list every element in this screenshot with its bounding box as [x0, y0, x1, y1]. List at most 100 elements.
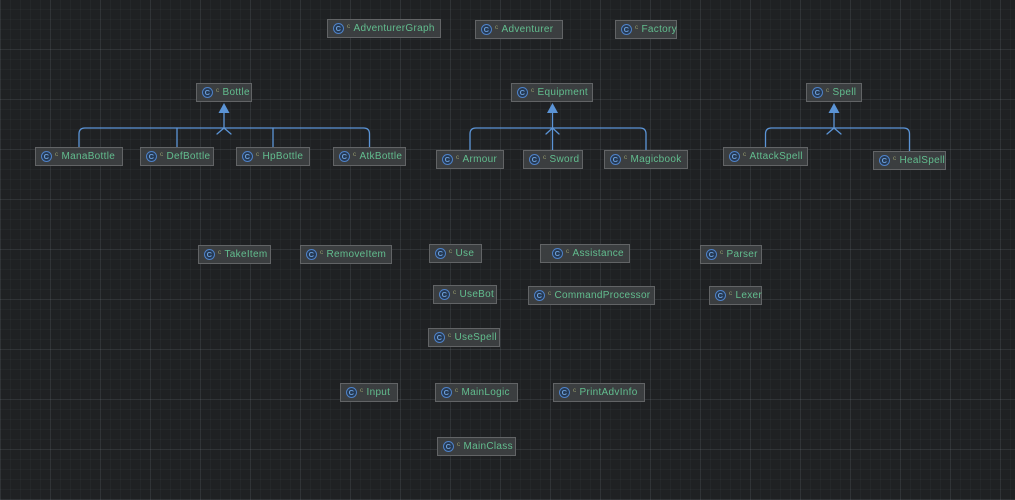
modifier-icon: ᶜ [449, 247, 453, 257]
class-icon: C [621, 24, 632, 35]
class-node-spell[interactable]: C ᶜ Spell [806, 83, 862, 102]
class-name-label: AtkBottle [359, 150, 403, 162]
class-icon: C [879, 155, 890, 166]
class-name-label: Lexer [735, 289, 763, 301]
class-name-label: Input [366, 386, 391, 398]
class-node-input[interactable]: C ᶜ Input [340, 383, 398, 402]
class-icon: C [346, 387, 357, 398]
class-name-label: HpBottle [262, 150, 304, 162]
modifier-icon: ᶜ [457, 440, 461, 450]
class-name-label: TakeItem [224, 248, 268, 260]
class-icon: C [610, 154, 621, 165]
class-name-label: RemoveItem [326, 248, 387, 260]
class-name-label: ManaBottle [61, 150, 116, 162]
class-node-assistance[interactable]: C ᶜ Assistance [540, 244, 630, 263]
class-node-use[interactable]: C ᶜ Use [429, 244, 482, 263]
modifier-icon: ᶜ [448, 331, 452, 341]
class-icon: C [534, 290, 545, 301]
class-icon: C [202, 87, 213, 98]
class-name-label: Armour [462, 153, 498, 165]
class-node-printadvinfo[interactable]: C ᶜ PrintAdvInfo [553, 383, 645, 402]
class-name-label: Assistance [572, 247, 624, 259]
modifier-icon: ᶜ [743, 150, 747, 160]
class-node-sword[interactable]: C ᶜ Sword [523, 150, 583, 169]
class-node-healspell[interactable]: C ᶜ HealSpell [873, 151, 946, 170]
class-node-adventurer[interactable]: C ᶜ Adventurer [475, 20, 563, 39]
class-icon: C [434, 332, 445, 343]
class-node-magicbook[interactable]: C ᶜ Magicbook [604, 150, 688, 169]
class-name-label: DefBottle [166, 150, 211, 162]
modifier-icon: ᶜ [624, 153, 628, 163]
class-name-label: PrintAdvInfo [579, 386, 638, 398]
class-node-bottle[interactable]: C ᶜ Bottle [196, 83, 252, 102]
class-icon: C [706, 249, 717, 260]
modifier-icon: ᶜ [160, 150, 164, 160]
modifier-icon: ᶜ [218, 248, 222, 258]
class-icon: C [443, 441, 454, 452]
class-name-label: Bottle [222, 86, 250, 98]
modifier-icon: ᶜ [495, 23, 499, 33]
inheritance-edges-bottle [78, 103, 371, 148]
class-node-mainlogic[interactable]: C ᶜ MainLogic [435, 383, 518, 402]
class-icon: C [715, 290, 726, 301]
modifier-icon: ᶜ [353, 150, 357, 160]
class-icon: C [339, 151, 350, 162]
class-node-removeitem[interactable]: C ᶜ RemoveItem [300, 245, 392, 264]
class-icon: C [242, 151, 253, 162]
class-node-armour[interactable]: C ᶜ Armour [436, 150, 504, 169]
modifier-icon: ᶜ [347, 22, 351, 32]
class-node-atkbottle[interactable]: C ᶜ AtkBottle [333, 147, 406, 166]
class-name-label: Magicbook [630, 153, 682, 165]
class-node-commandprocessor[interactable]: C ᶜ CommandProcessor [528, 286, 655, 305]
class-icon: C [435, 248, 446, 259]
class-node-lexer[interactable]: C ᶜ Lexer [709, 286, 762, 305]
class-node-usespell[interactable]: C ᶜ UseSpell [428, 328, 500, 347]
modifier-icon: ᶜ [893, 154, 897, 164]
class-icon: C [812, 87, 823, 98]
modifier-icon: ᶜ [453, 288, 457, 298]
class-node-defbottle[interactable]: C ᶜ DefBottle [140, 147, 214, 166]
class-icon: C [146, 151, 157, 162]
inheritance-edges-spell [764, 103, 911, 152]
class-name-label: Factory [641, 23, 677, 35]
modifier-icon: ᶜ [566, 247, 570, 257]
modifier-icon: ᶜ [455, 386, 459, 396]
modifier-icon: ᶜ [216, 86, 220, 96]
class-node-usebot[interactable]: C ᶜ UseBot [433, 285, 497, 304]
class-name-label: Parser [726, 248, 758, 260]
modifier-icon: ᶜ [256, 150, 260, 160]
class-node-equipment[interactable]: C ᶜ Equipment [511, 83, 593, 102]
class-icon: C [559, 387, 570, 398]
class-node-manabottle[interactable]: C ᶜ ManaBottle [35, 147, 123, 166]
class-icon: C [306, 249, 317, 260]
class-node-mainclass[interactable]: C ᶜ MainClass [437, 437, 516, 456]
class-icon: C [529, 154, 540, 165]
class-name-label: UseBot [459, 288, 495, 300]
class-name-label: Sword [549, 153, 580, 165]
modifier-icon: ᶜ [573, 386, 577, 396]
modifier-icon: ᶜ [360, 386, 364, 396]
class-node-attackspell[interactable]: C ᶜ AttackSpell [723, 147, 808, 166]
class-node-hpbottle[interactable]: C ᶜ HpBottle [236, 147, 310, 166]
class-icon: C [517, 87, 528, 98]
modifier-icon: ᶜ [729, 289, 733, 299]
class-name-label: MainLogic [461, 386, 510, 398]
class-icon: C [204, 249, 215, 260]
class-name-label: CommandProcessor [554, 289, 651, 301]
class-name-label: MainClass [463, 440, 513, 452]
modifier-icon: ᶜ [456, 153, 460, 163]
class-name-label: Use [455, 247, 475, 259]
class-node-adventurergraph[interactable]: C ᶜ AdventurerGraph [327, 19, 441, 38]
class-node-parser[interactable]: C ᶜ Parser [700, 245, 762, 264]
class-node-takeitem[interactable]: C ᶜ TakeItem [198, 245, 271, 264]
class-node-factory[interactable]: C ᶜ Factory [615, 20, 677, 39]
class-name-label: Equipment [537, 86, 589, 98]
class-name-label: UseSpell [454, 331, 497, 343]
class-icon: C [552, 248, 563, 259]
class-icon: C [41, 151, 52, 162]
class-icon: C [481, 24, 492, 35]
class-name-label: AttackSpell [749, 150, 803, 162]
class-icon: C [442, 154, 453, 165]
